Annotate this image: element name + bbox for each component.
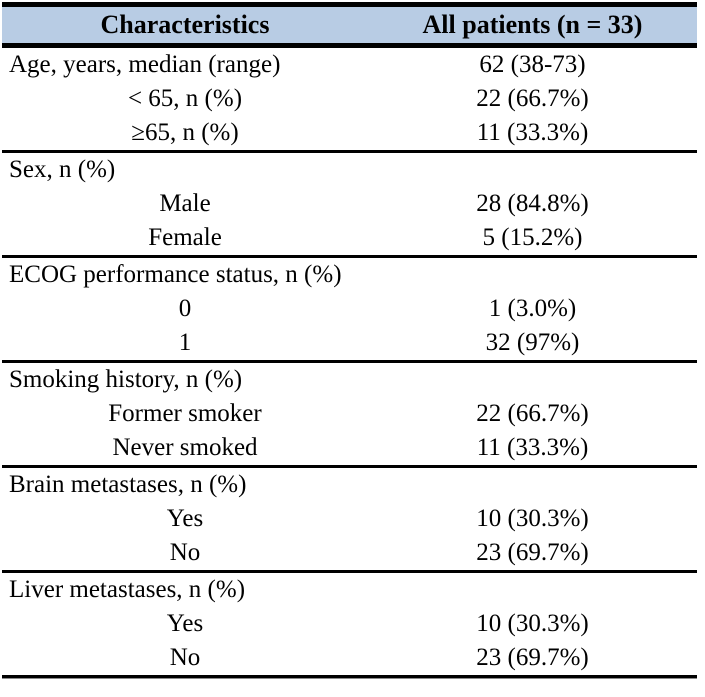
- table-bottom-rule: [2, 675, 697, 679]
- table-header-row: Characteristics All patients (n = 33): [2, 7, 697, 43]
- row-value: 23 (69.7%): [476, 644, 589, 671]
- table-row: Yes 10 (30.3%): [2, 607, 697, 641]
- table-row: ≥65, n (%) 11 (33.3%): [2, 116, 697, 150]
- row-value: 10 (30.3%): [476, 610, 589, 637]
- row-label: Yes: [166, 610, 204, 637]
- row-label: Former smoker: [108, 400, 262, 427]
- row-value: 28 (84.8%): [476, 190, 589, 217]
- patient-characteristics-table: Characteristics All patients (n = 33) Ag…: [2, 2, 697, 679]
- table-row: No 23 (69.7%): [2, 536, 697, 570]
- table-row: Former smoker 22 (66.7%): [2, 397, 697, 431]
- row-label: Age, years, median (range): [9, 51, 281, 78]
- row-value: 23 (69.7%): [476, 539, 589, 566]
- table-row: Liver metastases, n (%): [2, 573, 697, 607]
- row-value: 62 (38-73): [479, 51, 586, 78]
- row-label: Brain metastases, n (%): [9, 471, 247, 498]
- row-value: 22 (66.7%): [476, 85, 589, 112]
- row-label: ≥65, n (%): [131, 119, 239, 146]
- table-row: Brain metastases, n (%): [2, 468, 697, 502]
- table-row: Female 5 (15.2%): [2, 221, 697, 255]
- row-label: 1: [178, 329, 192, 356]
- table-row: ECOG performance status, n (%): [2, 258, 697, 292]
- row-label: Male: [159, 190, 211, 217]
- row-label: Never smoked: [112, 434, 258, 461]
- section-sex: Sex, n (%) Male 28 (84.8%) Female 5 (15.…: [2, 153, 697, 258]
- table-row: Sex, n (%): [2, 153, 697, 187]
- row-label: No: [169, 539, 201, 566]
- table-row: Never smoked 11 (33.3%): [2, 431, 697, 465]
- header-bottom-rule: [2, 43, 697, 48]
- section-liver-metastases: Liver metastases, n (%) Yes 10 (30.3%) N…: [2, 573, 697, 675]
- section-brain-metastases: Brain metastases, n (%) Yes 10 (30.3%) N…: [2, 468, 697, 573]
- row-value: 1 (3.0%): [488, 295, 577, 322]
- row-label: No: [169, 644, 201, 671]
- row-label: Smoking history, n (%): [9, 366, 243, 393]
- table-row: Smoking history, n (%): [2, 363, 697, 397]
- row-label: Yes: [166, 505, 204, 532]
- table-row: Male 28 (84.8%): [2, 187, 697, 221]
- section-age: Age, years, median (range) 62 (38-73) < …: [2, 48, 697, 153]
- header-all-patients: All patients (n = 33): [422, 10, 643, 39]
- row-value: 32 (97%): [485, 329, 580, 356]
- row-label: Sex, n (%): [9, 156, 116, 183]
- row-value: 5 (15.2%): [482, 224, 583, 251]
- row-label: 0: [178, 295, 192, 322]
- row-value: 10 (30.3%): [476, 505, 589, 532]
- table-row: 1 32 (97%): [2, 326, 697, 360]
- table-row: No 23 (69.7%): [2, 641, 697, 675]
- table-row: < 65, n (%) 22 (66.7%): [2, 82, 697, 116]
- section-ecog: ECOG performance status, n (%) 0 1 (3.0%…: [2, 258, 697, 363]
- header-characteristics: Characteristics: [100, 10, 270, 39]
- row-value: 11 (33.3%): [476, 434, 589, 461]
- row-label: Liver metastases, n (%): [9, 576, 246, 603]
- row-value: 11 (33.3%): [476, 119, 589, 146]
- row-value: 22 (66.7%): [476, 400, 589, 427]
- row-label: < 65, n (%): [127, 85, 243, 112]
- row-label: ECOG performance status, n (%): [9, 261, 342, 288]
- table-row: Yes 10 (30.3%): [2, 502, 697, 536]
- section-smoking: Smoking history, n (%) Former smoker 22 …: [2, 363, 697, 468]
- table-row: 0 1 (3.0%): [2, 292, 697, 326]
- table-row: Age, years, median (range) 62 (38-73): [2, 48, 697, 82]
- table-top-rule: [2, 2, 697, 7]
- row-label: Female: [148, 224, 222, 251]
